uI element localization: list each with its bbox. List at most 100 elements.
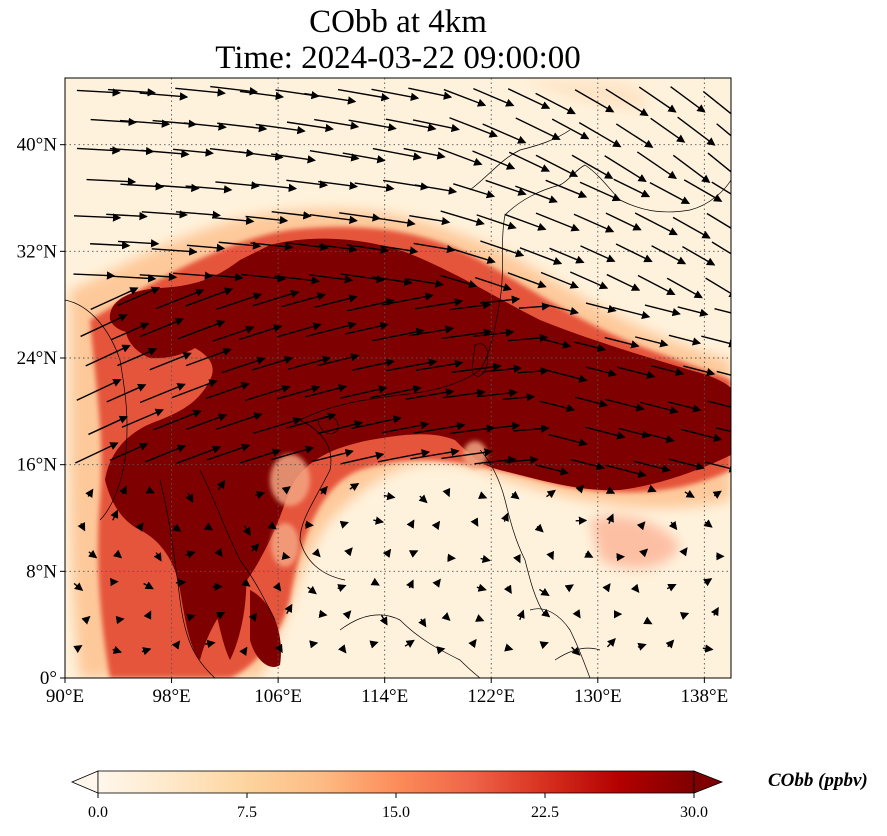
lon-tick-label: 114°E bbox=[361, 686, 408, 707]
wind-arrow bbox=[286, 121, 334, 133]
wind-arrow bbox=[573, 213, 615, 233]
wind-arrow bbox=[574, 89, 615, 113]
wind-arrow bbox=[337, 584, 347, 592]
wind-arrow bbox=[470, 517, 479, 527]
wind-arrow bbox=[668, 458, 705, 471]
colorbar-title: CObb (ppbv) bbox=[768, 770, 868, 791]
wind-arrow bbox=[76, 146, 121, 155]
wind-arrow bbox=[650, 117, 686, 143]
wind-arrow bbox=[135, 522, 144, 532]
wind-arrow bbox=[215, 412, 263, 431]
wind-arrow bbox=[504, 213, 547, 231]
wind-arrow bbox=[77, 522, 86, 532]
wind-arrow bbox=[546, 550, 554, 561]
wind-arrow bbox=[604, 155, 647, 183]
wind-arrow bbox=[205, 273, 244, 282]
wind-arrow bbox=[579, 181, 622, 202]
lon-tick-label: 122°E bbox=[467, 686, 515, 707]
lon-axis: 90°E 98°E 106°E 114°E 122°E 130°E 138°E bbox=[46, 678, 728, 707]
wind-arrow bbox=[119, 119, 171, 128]
wind-arrow bbox=[206, 443, 251, 461]
wind-arrow bbox=[578, 122, 622, 148]
wind-arrow bbox=[109, 442, 149, 461]
wind-arrow bbox=[418, 494, 428, 504]
wind-arrow bbox=[245, 384, 291, 402]
wind-arrow bbox=[86, 177, 137, 186]
wind-arrow bbox=[112, 645, 123, 654]
wind-arrow bbox=[651, 365, 685, 377]
wind-arrow bbox=[110, 509, 119, 521]
wind-arrow bbox=[337, 644, 347, 654]
wind-arrow bbox=[276, 384, 321, 400]
wind-arrow bbox=[408, 325, 455, 337]
wind-arrow bbox=[513, 424, 550, 433]
wind-arrow bbox=[371, 216, 416, 227]
wind-arrow bbox=[106, 211, 148, 221]
wind-arrow bbox=[438, 147, 483, 166]
wind-arrow bbox=[239, 324, 283, 341]
wind-arrow bbox=[346, 244, 389, 254]
wind-arrow bbox=[606, 637, 616, 648]
wind-arrow bbox=[683, 365, 716, 377]
wind-arrow bbox=[574, 341, 607, 353]
wind-arrow bbox=[666, 583, 677, 592]
wind-arrow bbox=[468, 638, 477, 649]
wind-arrow bbox=[408, 550, 419, 558]
wind-arrow bbox=[80, 314, 128, 338]
wind-arrow bbox=[408, 87, 453, 100]
wind-arrow bbox=[473, 328, 515, 338]
wind-arrow bbox=[218, 241, 262, 250]
wind-arrow bbox=[413, 242, 456, 254]
wind-arrow bbox=[519, 247, 563, 265]
wind-arrow bbox=[605, 88, 649, 117]
wind-arrow bbox=[175, 87, 226, 97]
wind-arrow bbox=[644, 304, 681, 317]
wind-arrow bbox=[251, 355, 294, 371]
wind-arrow bbox=[354, 182, 395, 192]
wind-arrow bbox=[507, 88, 551, 109]
wind-arrow bbox=[281, 486, 291, 495]
wind-arrow bbox=[270, 153, 316, 164]
wind-arrow bbox=[221, 356, 266, 374]
wind-arrow bbox=[171, 640, 181, 650]
wind-arrow bbox=[106, 383, 147, 403]
wind-arrow bbox=[372, 327, 425, 342]
wind-arrow bbox=[414, 298, 464, 310]
wind-arrow bbox=[217, 122, 268, 133]
colorbar-ticks: 0.0 7.5 15.0 22.5 30.0 bbox=[88, 793, 708, 821]
wind-arrow bbox=[504, 455, 539, 465]
wind-arrow bbox=[639, 401, 679, 415]
wind-arrow bbox=[414, 184, 458, 195]
wind-arrow bbox=[311, 548, 321, 558]
wind-arrow bbox=[449, 301, 492, 311]
wind-arrow bbox=[281, 551, 291, 561]
wind-arrow bbox=[238, 151, 284, 161]
wind-arrow bbox=[680, 428, 723, 442]
wind-arrow bbox=[271, 210, 312, 220]
wind-arrow bbox=[480, 554, 491, 564]
wind-arrow bbox=[605, 486, 616, 494]
wind-arrow bbox=[477, 491, 488, 500]
colorbar-tick-label: 15.0 bbox=[382, 804, 410, 821]
wind-arrow bbox=[317, 353, 360, 367]
wind-arrow bbox=[714, 307, 731, 314]
wind-arrow bbox=[570, 458, 606, 471]
wind-arrow bbox=[637, 274, 676, 296]
wind-arrow bbox=[141, 210, 188, 219]
wind-arrow bbox=[351, 358, 395, 371]
wind-arrow bbox=[145, 485, 155, 494]
wind-arrow bbox=[149, 352, 192, 371]
wind-arrow bbox=[286, 412, 337, 429]
wind-arrow bbox=[185, 347, 232, 367]
wind-arrow bbox=[172, 523, 182, 532]
wind-arrow bbox=[451, 248, 496, 264]
wind-arrow bbox=[441, 328, 493, 340]
wind-arrow bbox=[272, 582, 282, 592]
wind-arrow bbox=[406, 519, 415, 529]
wind-arrow bbox=[472, 150, 516, 170]
wind-arrow bbox=[418, 617, 427, 628]
wind-arrow bbox=[475, 614, 485, 622]
wind-arrow bbox=[215, 181, 260, 190]
map-area bbox=[65, 78, 731, 678]
